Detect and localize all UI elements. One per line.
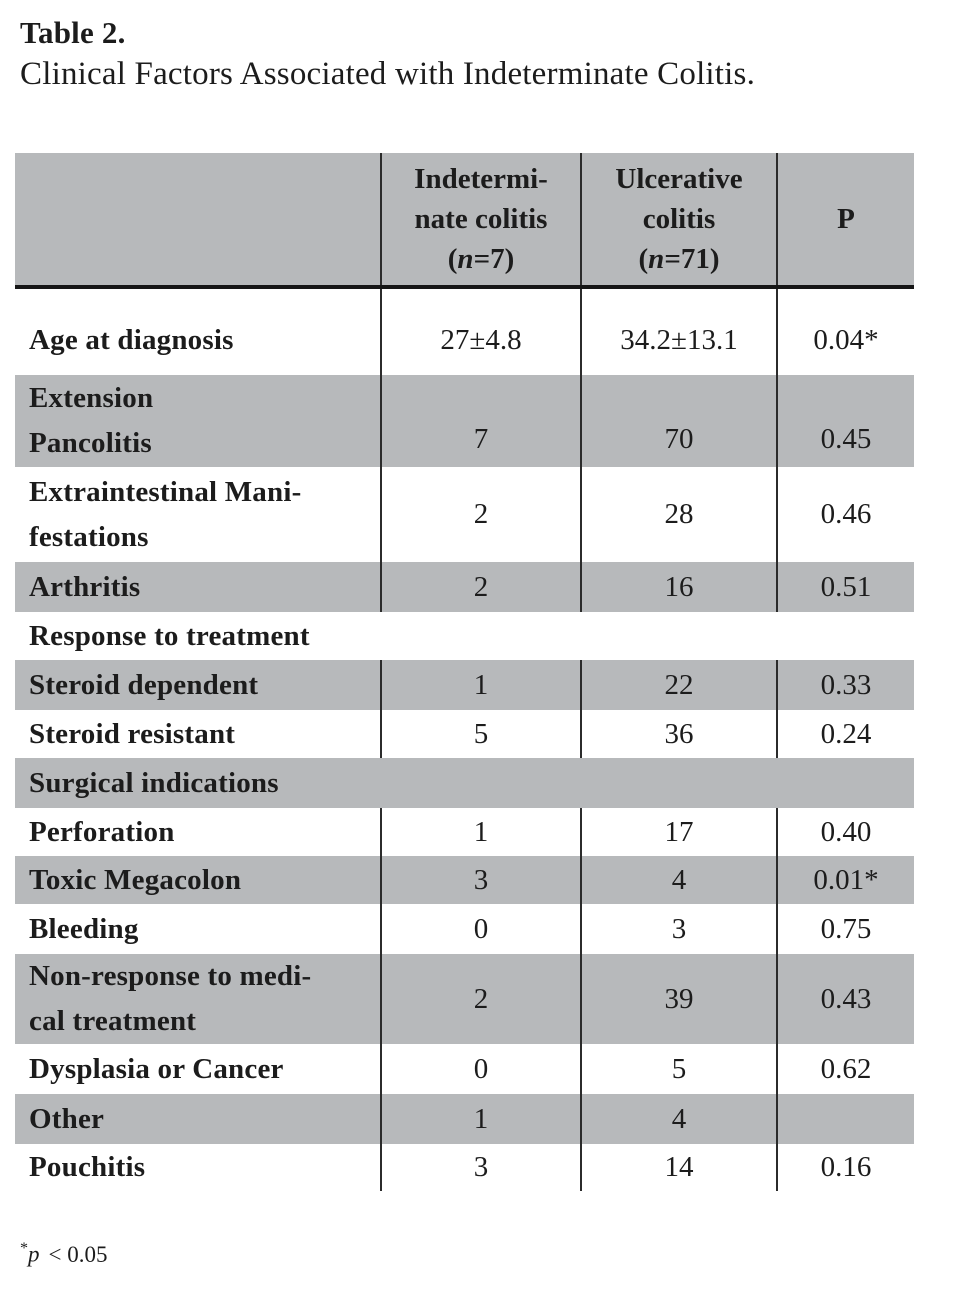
row-label: Bleeding xyxy=(29,912,139,945)
cell-value: 14 xyxy=(580,1144,777,1191)
table-row: Bleeding 0 3 0.75 xyxy=(15,904,914,954)
table-row: Arthritis 2 16 0.51 xyxy=(15,562,914,612)
column-header-indeterminate-colitis: Indetermi-nate colitis (n=7) xyxy=(380,153,581,289)
table-row: Extraintestinal Mani-festations 2 28 0.46 xyxy=(15,467,914,562)
cell-value: 0.46 xyxy=(776,467,914,562)
table-number-label: Table 2. xyxy=(20,15,126,50)
footnote-marker: * xyxy=(20,1240,29,1257)
table-body: Age at diagnosis 27±4.8 34.2±13.1 0.04* Exte… xyxy=(15,287,914,1191)
row-label: Extension Pancolitis xyxy=(15,375,381,467)
column-header-factor xyxy=(15,153,381,289)
table-title-block: Table 2. Clinical Factors Associated wit… xyxy=(20,14,755,96)
footnote-text: < 0.05 xyxy=(48,1241,108,1267)
cell-value: 27±4.8 xyxy=(380,287,581,375)
table-header-row: Indetermi-nate colitis (n=7) Ulcerative col… xyxy=(15,153,914,289)
row-label: Extraintestinal Mani-festations xyxy=(29,475,302,553)
cell-value: 4 xyxy=(580,856,777,904)
row-label: Non-response to medi-cal treatment xyxy=(15,954,381,1044)
cell-value: 22 xyxy=(580,660,777,710)
column-header-ulcerative-colitis: Ulcerative colitis (n=71) xyxy=(580,153,777,289)
cell-value: 0 xyxy=(380,904,581,954)
row-label: Age at diagnosis xyxy=(29,324,234,356)
section-header-label: Surgical indications xyxy=(15,758,914,808)
cell-value: 39 xyxy=(580,954,777,1044)
cell-value: 3 xyxy=(380,1144,581,1191)
table-footnote: *p < 0.05 xyxy=(20,1234,108,1270)
cell-value: 3 xyxy=(380,856,581,904)
cell-value: 17 xyxy=(580,808,777,856)
row-label: Perforation xyxy=(29,815,175,848)
cell-value: 5 xyxy=(580,1044,777,1094)
cell-value: 0.62 xyxy=(776,1044,914,1094)
cell-value: 0.33 xyxy=(776,660,914,710)
row-label: Arthritis xyxy=(15,562,381,612)
cell-value: 7 xyxy=(380,375,581,467)
cell-value: 28 xyxy=(580,467,777,562)
row-label: Steroid dependent xyxy=(15,660,381,710)
cell-value: 0.16 xyxy=(776,1144,914,1191)
cell-value: 36 xyxy=(580,710,777,758)
cell-value: 0.75 xyxy=(776,904,914,954)
cell-value: 1 xyxy=(380,660,581,710)
cell-value: 0.01* xyxy=(776,856,914,904)
cell-value: 3 xyxy=(580,904,777,954)
table-row: Steroid resistant 5 36 0.24 xyxy=(15,710,914,758)
cell-value: 4 xyxy=(580,1094,777,1144)
section-row: Response to treatment xyxy=(15,612,914,660)
cell-value: 2 xyxy=(380,954,581,1044)
row-label: Toxic Megacolon xyxy=(15,856,381,904)
table-row: Steroid dependent 1 22 0.33 xyxy=(15,660,914,710)
cell-value: 0.51 xyxy=(776,562,914,612)
table-header: Indetermi-nate colitis (n=7) Ulcerative col… xyxy=(15,153,914,289)
section-header-label: Response to treatment xyxy=(29,619,310,652)
section-row: Surgical indications xyxy=(15,758,914,808)
table-row: Non-response to medi-cal treatment 2 39 0.4… xyxy=(15,954,914,1044)
clinical-factors-table: Indetermi-nate colitis (n=7) Ulcerative col… xyxy=(15,153,914,1191)
column-header-p-value: P xyxy=(776,153,914,289)
cell-value: 0.04* xyxy=(776,287,914,375)
cell-value: 2 xyxy=(380,562,581,612)
cell-value: 34.2±13.1 xyxy=(580,287,777,375)
cell-value: 0.43 xyxy=(776,954,914,1044)
table-row: Pouchitis 3 14 0.16 xyxy=(15,1144,914,1191)
table-row: Extension Pancolitis 7 70 0.45 xyxy=(15,375,914,467)
table-row: Toxic Megacolon 3 4 0.01* xyxy=(15,856,914,904)
cell-value: 16 xyxy=(580,562,777,612)
cell-value: 5 xyxy=(380,710,581,758)
table-row: Dysplasia or Cancer 0 5 0.62 xyxy=(15,1044,914,1094)
row-label: Pouchitis xyxy=(29,1151,146,1183)
cell-value: 0.40 xyxy=(776,808,914,856)
footnote-p-symbol: p xyxy=(28,1241,40,1267)
cell-value: 0 xyxy=(380,1044,581,1094)
cell-value: 1 xyxy=(380,808,581,856)
row-label: Steroid resistant xyxy=(29,717,236,750)
cell-value: 2 xyxy=(380,467,581,562)
table-caption: Clinical Factors Associated with Indeter… xyxy=(20,56,756,92)
cell-value: 0.24 xyxy=(776,710,914,758)
cell-value xyxy=(776,1094,914,1144)
cell-value: 70 xyxy=(580,375,777,467)
cell-value: 0.45 xyxy=(776,375,914,467)
table-row: Other 1 4 xyxy=(15,1094,914,1144)
cell-value: 1 xyxy=(380,1094,581,1144)
table-row: Perforation 1 17 0.40 xyxy=(15,808,914,856)
table-row: Age at diagnosis 27±4.8 34.2±13.1 0.04* xyxy=(15,287,914,375)
row-label: Dysplasia or Cancer xyxy=(29,1052,284,1085)
row-label: Other xyxy=(15,1094,381,1144)
